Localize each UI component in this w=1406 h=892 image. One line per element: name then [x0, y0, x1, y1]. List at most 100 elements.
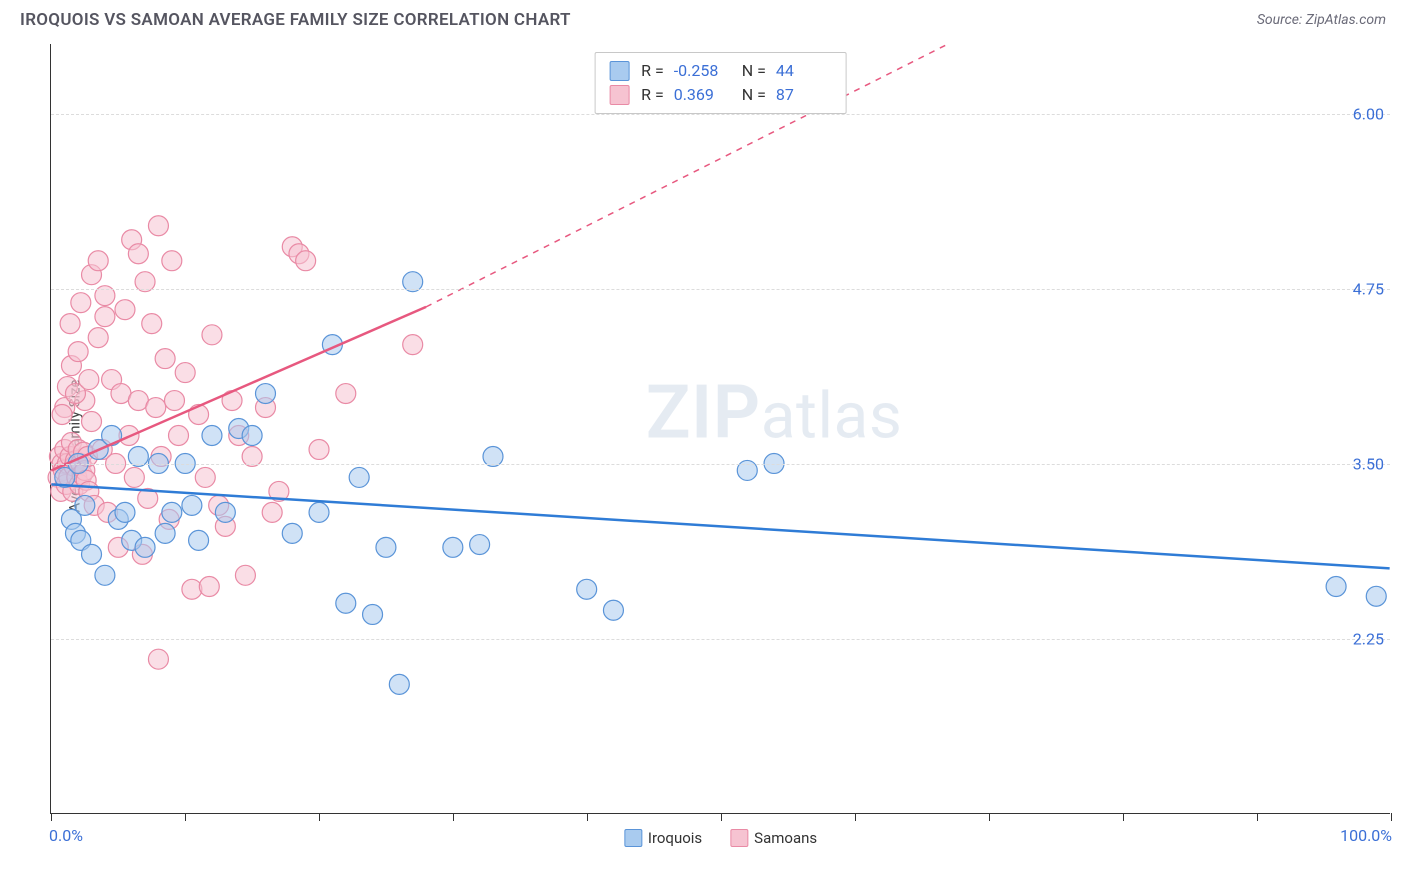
data-point	[282, 523, 302, 543]
data-point	[309, 439, 329, 459]
chart-header: IROQUOIS VS SAMOAN AVERAGE FAMILY SIZE C…	[0, 0, 1406, 38]
data-point	[162, 251, 182, 271]
n-value-iroquois: 44	[776, 59, 832, 83]
data-point	[470, 535, 490, 555]
data-point	[189, 530, 209, 550]
data-point	[403, 335, 423, 355]
data-point	[376, 537, 396, 557]
data-point	[115, 502, 135, 522]
data-point	[182, 579, 202, 599]
n-value-samoans: 87	[776, 83, 832, 107]
data-point	[169, 426, 189, 446]
swatch-samoans	[730, 829, 748, 847]
x-tick	[319, 813, 320, 821]
y-tick-label: 2.25	[1353, 630, 1384, 649]
x-axis-start-label: 0.0%	[49, 826, 83, 845]
y-tick-label: 4.75	[1353, 280, 1384, 299]
series-legend: Iroquois Samoans	[624, 829, 817, 847]
data-point	[202, 325, 222, 345]
x-tick	[1391, 813, 1392, 821]
x-tick	[1257, 813, 1258, 821]
data-point	[577, 579, 597, 599]
data-point	[443, 537, 463, 557]
data-point	[336, 384, 356, 404]
n-label: N =	[742, 59, 766, 83]
trend-line	[51, 484, 1389, 568]
data-point	[603, 600, 623, 620]
x-tick	[51, 813, 52, 821]
r-value-samoans: 0.369	[674, 83, 730, 107]
data-point	[215, 502, 235, 522]
data-point	[175, 363, 195, 383]
x-tick	[855, 813, 856, 821]
data-point	[155, 349, 175, 369]
y-tick-label: 6.00	[1353, 105, 1384, 124]
legend-item-iroquois: Iroquois	[624, 829, 702, 847]
data-point	[336, 593, 356, 613]
data-point	[202, 426, 222, 446]
data-point	[95, 307, 115, 327]
data-point	[389, 674, 409, 694]
swatch-iroquois	[624, 829, 642, 847]
data-point	[71, 293, 91, 313]
data-point	[102, 426, 122, 446]
data-point	[124, 467, 144, 487]
data-point	[199, 577, 219, 597]
data-point	[52, 405, 72, 425]
data-point	[155, 523, 175, 543]
gridline-h	[51, 114, 1390, 115]
x-tick	[185, 813, 186, 821]
data-point	[82, 544, 102, 564]
plot-area: ZIPatlas R = -0.258 N = 44 R = 0.369 N =…	[50, 44, 1390, 814]
gridline-h	[51, 464, 1390, 465]
legend-item-samoans: Samoans	[730, 829, 817, 847]
n-label: N =	[742, 83, 766, 107]
legend-label-samoans: Samoans	[754, 829, 817, 847]
data-point	[148, 216, 168, 236]
data-point	[135, 537, 155, 557]
swatch-iroquois	[609, 61, 629, 81]
data-point	[1366, 586, 1386, 606]
r-label: R =	[641, 59, 664, 83]
scatter-plot-svg	[51, 44, 1390, 813]
data-point	[88, 251, 108, 271]
x-tick	[721, 813, 722, 821]
x-tick	[1123, 813, 1124, 821]
x-axis-end-label: 100.0%	[1340, 826, 1392, 845]
x-tick	[453, 813, 454, 821]
data-point	[88, 328, 108, 348]
x-tick	[587, 813, 588, 821]
data-point	[262, 502, 282, 522]
data-point	[296, 251, 316, 271]
legend-label-iroquois: Iroquois	[648, 829, 702, 847]
swatch-samoans	[609, 85, 629, 105]
data-point	[115, 300, 135, 320]
r-label: R =	[641, 83, 664, 107]
data-point	[349, 467, 369, 487]
data-point	[182, 495, 202, 515]
data-point	[195, 467, 215, 487]
gridline-h	[51, 639, 1390, 640]
data-point	[1326, 577, 1346, 597]
data-point	[146, 398, 166, 418]
data-point	[95, 565, 115, 585]
stats-legend-box: R = -0.258 N = 44 R = 0.369 N = 87	[594, 52, 847, 114]
data-point	[60, 314, 80, 334]
data-point	[165, 391, 185, 411]
data-point	[235, 565, 255, 585]
data-point	[82, 412, 102, 432]
y-tick-label: 3.50	[1353, 455, 1384, 474]
data-point	[68, 342, 88, 362]
data-point	[363, 604, 383, 624]
data-point	[256, 384, 276, 404]
data-point	[148, 649, 168, 669]
r-value-iroquois: -0.258	[674, 59, 730, 83]
chart-title: IROQUOIS VS SAMOAN AVERAGE FAMILY SIZE C…	[20, 10, 571, 30]
stats-row-samoans: R = 0.369 N = 87	[609, 83, 832, 107]
data-point	[79, 370, 99, 390]
data-point	[242, 426, 262, 446]
data-point	[309, 502, 329, 522]
data-point	[142, 314, 162, 334]
stats-row-iroquois: R = -0.258 N = 44	[609, 59, 832, 83]
data-point	[162, 502, 182, 522]
